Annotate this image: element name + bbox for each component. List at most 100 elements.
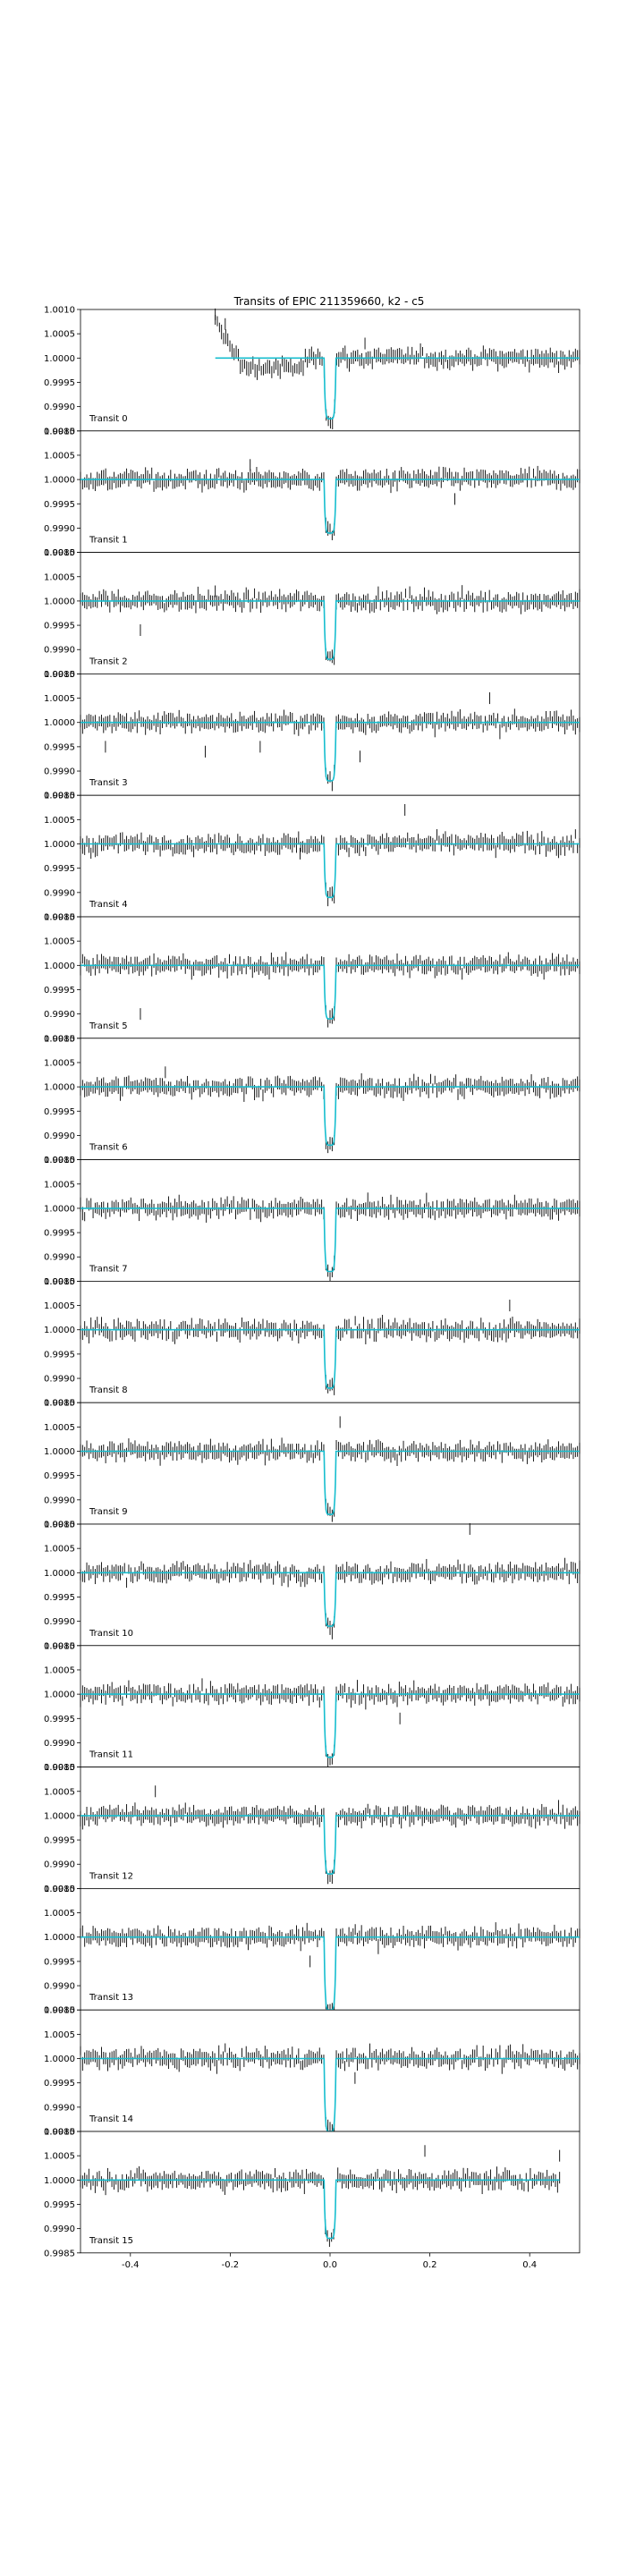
x-tick-label: -0.4 bbox=[122, 2260, 140, 2270]
y-tick-label: 1.0005 bbox=[44, 937, 75, 947]
y-tick-label: 0.9985 bbox=[44, 2006, 75, 2016]
plot-frame bbox=[80, 1159, 580, 1282]
y-tick-label: 0.9985 bbox=[44, 1277, 75, 1287]
plot-frame bbox=[80, 794, 580, 918]
y-tick-label: 0.9985 bbox=[44, 1034, 75, 1044]
model-curve bbox=[80, 721, 580, 782]
transit-panel: 0.9985 0.9990 0.9995 1.0000 1.0005 1.0010 Tran… bbox=[44, 427, 580, 558]
panel-label: Transit 6 bbox=[89, 1143, 128, 1153]
plot-frame bbox=[80, 1767, 580, 1889]
y-tick-label: 0.9985 bbox=[44, 427, 75, 436]
transit-panel: 0.9985 0.9990 0.9995 1.0000 1.0005 1.0010 Tran… bbox=[44, 1277, 580, 1409]
y-tick-label: 1.0000 bbox=[44, 962, 75, 971]
figure-title: Transits of EPIC 211359660, k2 - c5 bbox=[233, 295, 425, 308]
y-tick-label: 0.9995 bbox=[44, 1229, 75, 1239]
y-tick-label: 0.9985 bbox=[44, 1156, 75, 1165]
y-tick-label: 0.9985 bbox=[44, 2249, 75, 2258]
y-tick-label: 1.0005 bbox=[44, 1909, 75, 1919]
y-tick-label: 0.9995 bbox=[44, 1715, 75, 1724]
y-tick-label: 1.0010 bbox=[44, 1885, 75, 1894]
model-curve bbox=[80, 1086, 580, 1147]
plot-frame bbox=[80, 1887, 580, 2011]
x-tick-label: 0.0 bbox=[323, 2260, 337, 2270]
transit-panel: 0.9985 0.9990 0.9995 1.0000 1.0005 1.0010 Tran… bbox=[44, 670, 580, 801]
y-tick-label: 0.9995 bbox=[44, 2200, 75, 2210]
y-tick-label: 0.9985 bbox=[44, 1399, 75, 1409]
y-tick-label: 1.0010 bbox=[44, 2006, 75, 2016]
y-tick-label: 1.0005 bbox=[44, 816, 75, 826]
y-tick-label: 1.0005 bbox=[44, 1058, 75, 1068]
plot-frame bbox=[80, 309, 580, 432]
y-tick-label: 0.9995 bbox=[44, 1593, 75, 1603]
y-tick-label: 1.0005 bbox=[44, 1180, 75, 1190]
y-tick-label: 0.9990 bbox=[44, 1860, 75, 1870]
y-tick-label: 0.9990 bbox=[44, 1617, 75, 1627]
model-curve bbox=[80, 479, 580, 534]
transit-panel: 0.9985 0.9990 0.9995 1.0000 1.0005 1.0010 Tran… bbox=[44, 548, 580, 680]
panel-label: Transit 0 bbox=[89, 414, 128, 424]
y-tick-label: 0.9995 bbox=[44, 742, 75, 752]
transit-panels: 0.9985 0.9990 0.9995 1.0000 1.0005 1.0010 Tran… bbox=[44, 306, 580, 2270]
y-tick-label: 1.0005 bbox=[44, 330, 75, 340]
y-tick-label: 1.0010 bbox=[44, 427, 75, 436]
y-tick-label: 0.9985 bbox=[44, 1641, 75, 1651]
y-tick-label: 1.0000 bbox=[44, 476, 75, 486]
model-curve bbox=[80, 843, 580, 899]
plot-frame bbox=[80, 2009, 580, 2132]
y-tick-label: 0.9995 bbox=[44, 622, 75, 631]
y-tick-label: 1.0005 bbox=[44, 451, 75, 461]
panel-label: Transit 8 bbox=[89, 1385, 128, 1395]
data-points bbox=[80, 2043, 580, 2136]
y-tick-label: 0.9995 bbox=[44, 1471, 75, 1481]
y-tick-label: 1.0010 bbox=[44, 1156, 75, 1165]
y-tick-label: 0.9995 bbox=[44, 2079, 75, 2089]
y-tick-label: 1.0010 bbox=[44, 913, 75, 923]
data-points bbox=[80, 692, 580, 792]
x-tick-label: 0.4 bbox=[522, 2260, 537, 2270]
y-tick-label: 1.0005 bbox=[44, 694, 75, 704]
panel-label: Transit 5 bbox=[89, 1021, 128, 1031]
y-tick-label: 1.0005 bbox=[44, 2152, 75, 2162]
model-curve bbox=[80, 964, 580, 1020]
y-tick-label: 1.0010 bbox=[44, 670, 75, 680]
y-tick-label: 0.9990 bbox=[44, 1375, 75, 1385]
data-points bbox=[80, 1522, 580, 1640]
y-tick-label: 1.0000 bbox=[44, 718, 75, 728]
y-tick-label: 1.0000 bbox=[44, 1447, 75, 1457]
transit-panel: 0.9985 0.9990 0.9995 1.0000 1.0005 1.0010 Tran… bbox=[44, 1156, 580, 1287]
data-points bbox=[80, 1785, 580, 1885]
y-tick-label: 1.0000 bbox=[44, 1569, 75, 1579]
y-tick-label: 1.0010 bbox=[44, 2128, 75, 2138]
y-tick-label: 0.9985 bbox=[44, 548, 75, 558]
model-curve bbox=[80, 1693, 580, 1758]
model-curve bbox=[80, 1328, 580, 1389]
panel-label: Transit 14 bbox=[89, 2114, 133, 2124]
panel-label: Transit 12 bbox=[89, 1871, 133, 1881]
transit-panel: 0.9985 0.9990 0.9995 1.0000 1.0005 1.0010 Tran… bbox=[44, 913, 580, 1044]
y-tick-label: 0.9995 bbox=[44, 1957, 75, 1967]
y-tick-label: 1.0000 bbox=[44, 354, 75, 364]
y-tick-label: 0.9990 bbox=[44, 767, 75, 777]
transit-panel: 0.9985 0.9990 0.9995 1.0000 1.0005 1.0010 Tran… bbox=[44, 1763, 580, 1894]
y-tick-label: 0.9995 bbox=[44, 378, 75, 388]
panel-label: Transit 7 bbox=[89, 1264, 128, 1274]
y-tick-label: 1.0005 bbox=[44, 1423, 75, 1433]
data-points bbox=[80, 803, 580, 907]
y-tick-label: 1.0010 bbox=[44, 1641, 75, 1651]
y-tick-label: 0.9995 bbox=[44, 1836, 75, 1846]
panel-label: Transit 9 bbox=[89, 1507, 128, 1517]
panel-label: Transit 13 bbox=[89, 1993, 133, 2003]
y-tick-label: 1.0000 bbox=[44, 1326, 75, 1335]
y-tick-label: 0.9995 bbox=[44, 864, 75, 874]
y-tick-label: 0.9990 bbox=[44, 1010, 75, 1020]
transit-panel: 0.9985 0.9990 0.9995 1.0000 1.0005 1.0010 Tran… bbox=[44, 1521, 580, 1651]
panel-label: Transit 3 bbox=[89, 778, 128, 788]
plot-frame bbox=[80, 1402, 580, 1525]
y-tick-label: 0.9990 bbox=[44, 646, 75, 656]
y-tick-label: 1.0000 bbox=[44, 1204, 75, 1214]
y-tick-label: 0.9990 bbox=[44, 888, 75, 898]
y-tick-label: 0.9990 bbox=[44, 2224, 75, 2234]
model-curve bbox=[215, 357, 580, 419]
y-tick-label: 0.9990 bbox=[44, 2103, 75, 2113]
